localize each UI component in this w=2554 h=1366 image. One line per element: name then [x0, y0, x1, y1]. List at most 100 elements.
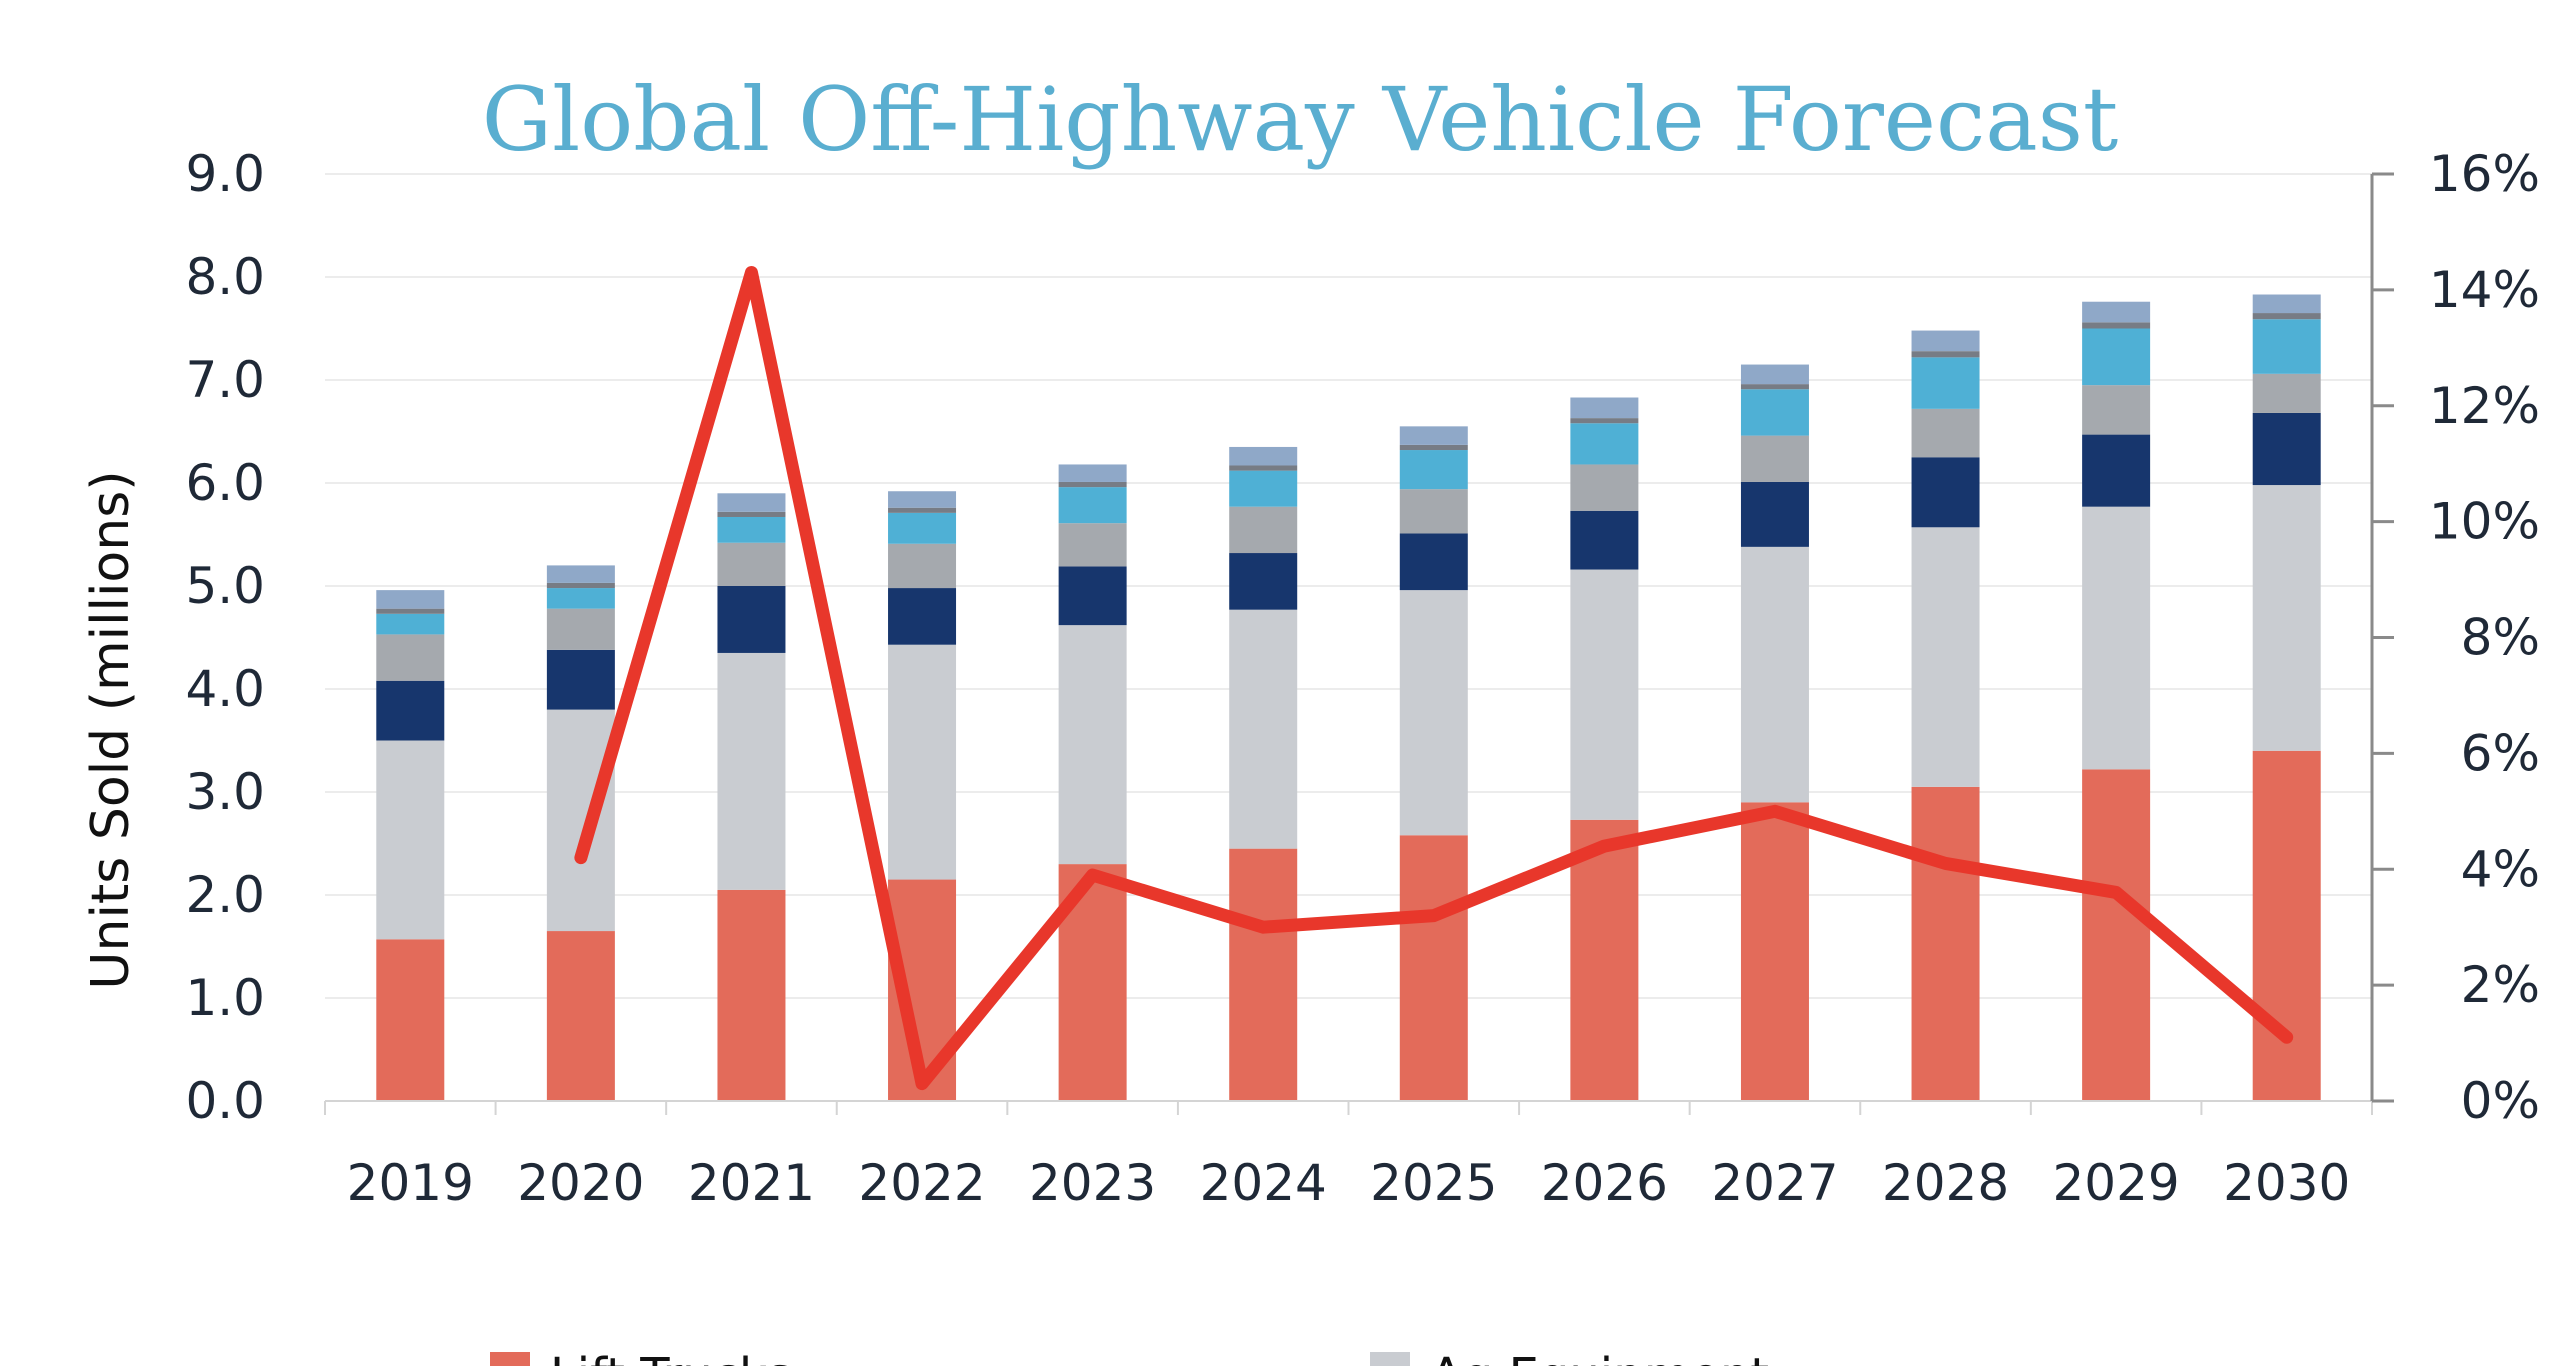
bar-segment [717, 516, 786, 543]
x-tick-label: 2021 [688, 1154, 815, 1212]
gridlines [325, 173, 2372, 1102]
bar-segment [1399, 450, 1468, 490]
legend-label: Lift Trucks [550, 1348, 792, 1366]
bar-segment [546, 649, 615, 710]
y-tick-label: 1.0 [185, 969, 265, 1027]
bar-segment [1058, 566, 1127, 626]
y2-tick-label: 10% [2429, 493, 2540, 551]
bar-segment [888, 543, 957, 589]
bar-segment [2252, 373, 2321, 413]
bar-segment [2082, 506, 2151, 770]
bar-segment [546, 608, 615, 650]
y2-tick-label: 0% [2461, 1072, 2540, 1130]
x-tick-label: 2023 [1029, 1154, 1156, 1212]
bar-segment [1740, 435, 1809, 482]
bar-segment [1911, 357, 1980, 409]
y-tick-label: 3.0 [185, 763, 265, 821]
y2-tick-label: 6% [2461, 724, 2540, 782]
bar-segment [2082, 301, 2151, 323]
bar-segment [546, 588, 615, 609]
bar-segment [2082, 434, 2151, 507]
bar-segment [546, 931, 615, 1101]
bar-segment [1911, 351, 1980, 358]
bar-segment [1740, 481, 1809, 547]
bar-segment [1058, 625, 1127, 865]
bar-segment [888, 491, 957, 508]
bar-segment [2082, 385, 2151, 435]
bar-segment [2252, 313, 2321, 320]
bar-segment [1399, 426, 1468, 445]
bar-segment [1229, 506, 1298, 554]
x-tick-label: 2027 [1711, 1154, 1838, 1212]
bar-segment [376, 740, 445, 940]
legend-swatch [490, 1352, 530, 1366]
x-tick-label: 2025 [1370, 1154, 1497, 1212]
bar-segment [2252, 412, 2321, 486]
bar-segment [1399, 444, 1468, 451]
y-axis-label: Units Sold (millions) [81, 470, 141, 989]
bar-segment [2252, 750, 2321, 1101]
bar-segment [1740, 389, 1809, 436]
bar-segment [1058, 487, 1127, 524]
bar-segment [1570, 819, 1639, 1101]
bar-segment [1229, 465, 1298, 471]
x-tick-label: 2026 [1541, 1154, 1668, 1212]
bar-stacks [376, 294, 2321, 1101]
bar-segment [546, 565, 615, 583]
bar-segment [1229, 609, 1298, 849]
axes [324, 172, 2394, 1115]
bar-segment [1570, 569, 1639, 820]
bar-segment [1911, 786, 1980, 1101]
bar-segment [2252, 294, 2321, 314]
bar-segment [2082, 322, 2151, 329]
right-axis-ticks: 0% 2% 4% 6% 8% 10% 12% 14% 16% [2429, 145, 2540, 1130]
growth-line [574, 265, 2294, 1091]
bar-segment [717, 652, 786, 890]
x-tick-label: 2030 [2223, 1154, 2350, 1212]
bar-segment [888, 512, 957, 544]
bar-segment [1911, 457, 1980, 528]
x-tick-label: 2022 [858, 1154, 985, 1212]
bar-segment [2252, 319, 2321, 374]
bar-segment [546, 709, 615, 932]
x-tick-label: 2024 [1200, 1154, 1327, 1212]
left-axis-ticks: 0.0 1.0 2.0 3.0 4.0 5.0 6.0 7.0 8.0 9.0 [185, 145, 265, 1130]
y2-tick-label: 4% [2461, 840, 2540, 898]
bar-segment [376, 590, 445, 609]
bar-segment [1570, 397, 1639, 419]
bar-segment [1740, 384, 1809, 390]
legend-label: Ag Equipment [1430, 1348, 1769, 1366]
bar-segment [1740, 364, 1809, 385]
y-tick-label: 6.0 [185, 454, 265, 512]
bar-segment [546, 582, 615, 589]
bar-segment [1229, 848, 1298, 1101]
bar-segment [1058, 464, 1127, 482]
y2-tick-label: 14% [2429, 261, 2540, 319]
bar-segment [376, 939, 445, 1101]
y2-tick-label: 8% [2461, 609, 2540, 667]
bar-segment [2082, 328, 2151, 386]
bar-segment [1399, 533, 1468, 591]
bar-segment [376, 613, 445, 635]
y-tick-label: 0.0 [185, 1072, 265, 1130]
y2-tick-label: 16% [2429, 145, 2540, 203]
bar-segment [1229, 446, 1298, 466]
bar-segment [1570, 418, 1639, 424]
legend-swatch [1370, 1352, 1410, 1366]
growth-line-layer [574, 265, 2294, 1091]
bar-segment [1229, 553, 1298, 610]
bar-segment [1740, 546, 1809, 803]
bar-segment [376, 608, 445, 614]
y-tick-label: 7.0 [185, 351, 265, 409]
bar-segment [888, 507, 957, 513]
bar-segment [717, 542, 786, 586]
y-tick-label: 9.0 [185, 145, 265, 203]
bar-segment [1911, 330, 1980, 352]
bar-segment [1570, 464, 1639, 511]
y2-tick-label: 12% [2429, 377, 2540, 435]
bar-segment [1399, 835, 1468, 1101]
y-tick-label: 4.0 [185, 660, 265, 718]
chart-title: Global Off-Highway Vehicle Forecast [482, 68, 2118, 171]
bar-segment [1570, 510, 1639, 570]
